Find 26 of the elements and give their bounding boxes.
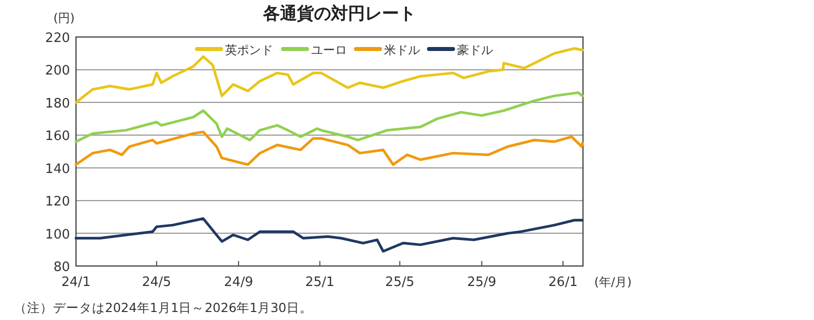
y-tick-label: 80 [53,260,70,275]
legend-label: ユーロ [311,43,347,57]
legend-label: 米ドル [384,43,420,57]
x-tick-label: 24/5 [142,275,172,290]
x-tick-label: 25/1 [305,275,334,290]
x-tick-label: 26/1 [548,275,578,290]
x-tick-label: 24/1 [61,275,91,290]
line-series [74,130,584,166]
text: （注）データは2024年1月1日～2026年1月30日。 [14,300,312,315]
y-tick-label: 180 [45,96,70,112]
y-axis-title: (円) [53,11,75,25]
x-tick-label: 25/9 [467,275,496,290]
y-tick-label: 140 [45,162,70,177]
chart-title: 各通貨の対円レート [262,4,416,24]
line-series [74,91,584,143]
legend-label: 英ポンド [225,43,273,57]
x-axis-title: (年/月) [594,275,632,289]
y-tick-label: 220 [45,31,70,46]
line-series [74,217,584,253]
y-tick-label: 100 [45,227,70,242]
legend-label: 豪ドル [457,43,493,57]
y-tick-label: 160 [45,129,70,144]
y-tick-label: 120 [45,194,70,210]
x-tick-label: 25/5 [385,275,414,290]
x-tick-label: 24/9 [224,275,254,290]
y-tick-label: 200 [45,64,70,79]
